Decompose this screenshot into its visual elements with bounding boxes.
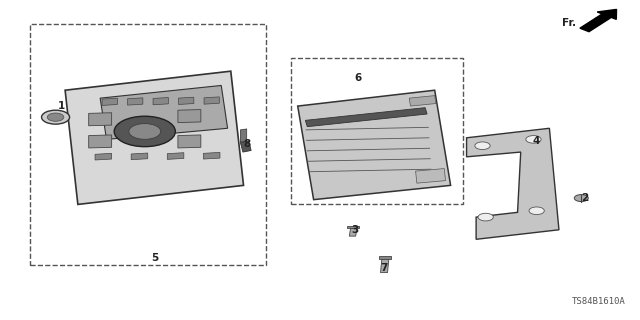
Text: 3: 3: [351, 225, 358, 235]
Polygon shape: [204, 97, 220, 104]
Circle shape: [47, 113, 64, 121]
Polygon shape: [100, 85, 228, 140]
Polygon shape: [241, 129, 246, 142]
Polygon shape: [381, 259, 389, 273]
Bar: [30, 24, 266, 265]
Text: 8: 8: [243, 139, 250, 149]
Polygon shape: [379, 256, 392, 259]
Polygon shape: [409, 96, 436, 106]
Circle shape: [478, 213, 493, 221]
Polygon shape: [127, 98, 143, 105]
Polygon shape: [348, 226, 359, 228]
Text: 2: 2: [581, 193, 588, 203]
Polygon shape: [131, 153, 148, 160]
Polygon shape: [349, 228, 357, 236]
Circle shape: [574, 195, 588, 202]
Polygon shape: [415, 169, 445, 183]
Text: TS84B1610A: TS84B1610A: [572, 297, 626, 306]
Text: 7: 7: [380, 263, 387, 273]
Circle shape: [129, 124, 161, 140]
Text: 5: 5: [150, 253, 158, 263]
Polygon shape: [178, 109, 201, 123]
Circle shape: [529, 207, 544, 215]
Circle shape: [42, 110, 70, 124]
Bar: [291, 59, 463, 204]
Polygon shape: [65, 71, 244, 204]
Polygon shape: [167, 153, 184, 159]
Polygon shape: [179, 97, 194, 105]
Polygon shape: [467, 128, 559, 239]
Polygon shape: [89, 113, 111, 126]
Polygon shape: [204, 152, 220, 159]
Text: 6: 6: [355, 73, 362, 83]
Circle shape: [475, 142, 490, 149]
Text: 1: 1: [58, 101, 65, 111]
Polygon shape: [102, 98, 117, 105]
Circle shape: [526, 136, 541, 143]
Text: 4: 4: [533, 136, 540, 146]
Circle shape: [114, 116, 175, 147]
FancyArrow shape: [580, 9, 616, 32]
Polygon shape: [241, 141, 251, 152]
Text: Fr.: Fr.: [562, 18, 576, 28]
Polygon shape: [178, 135, 201, 148]
Polygon shape: [298, 90, 451, 200]
Polygon shape: [89, 135, 111, 148]
Polygon shape: [95, 153, 111, 160]
Polygon shape: [153, 98, 168, 105]
Polygon shape: [305, 108, 427, 127]
